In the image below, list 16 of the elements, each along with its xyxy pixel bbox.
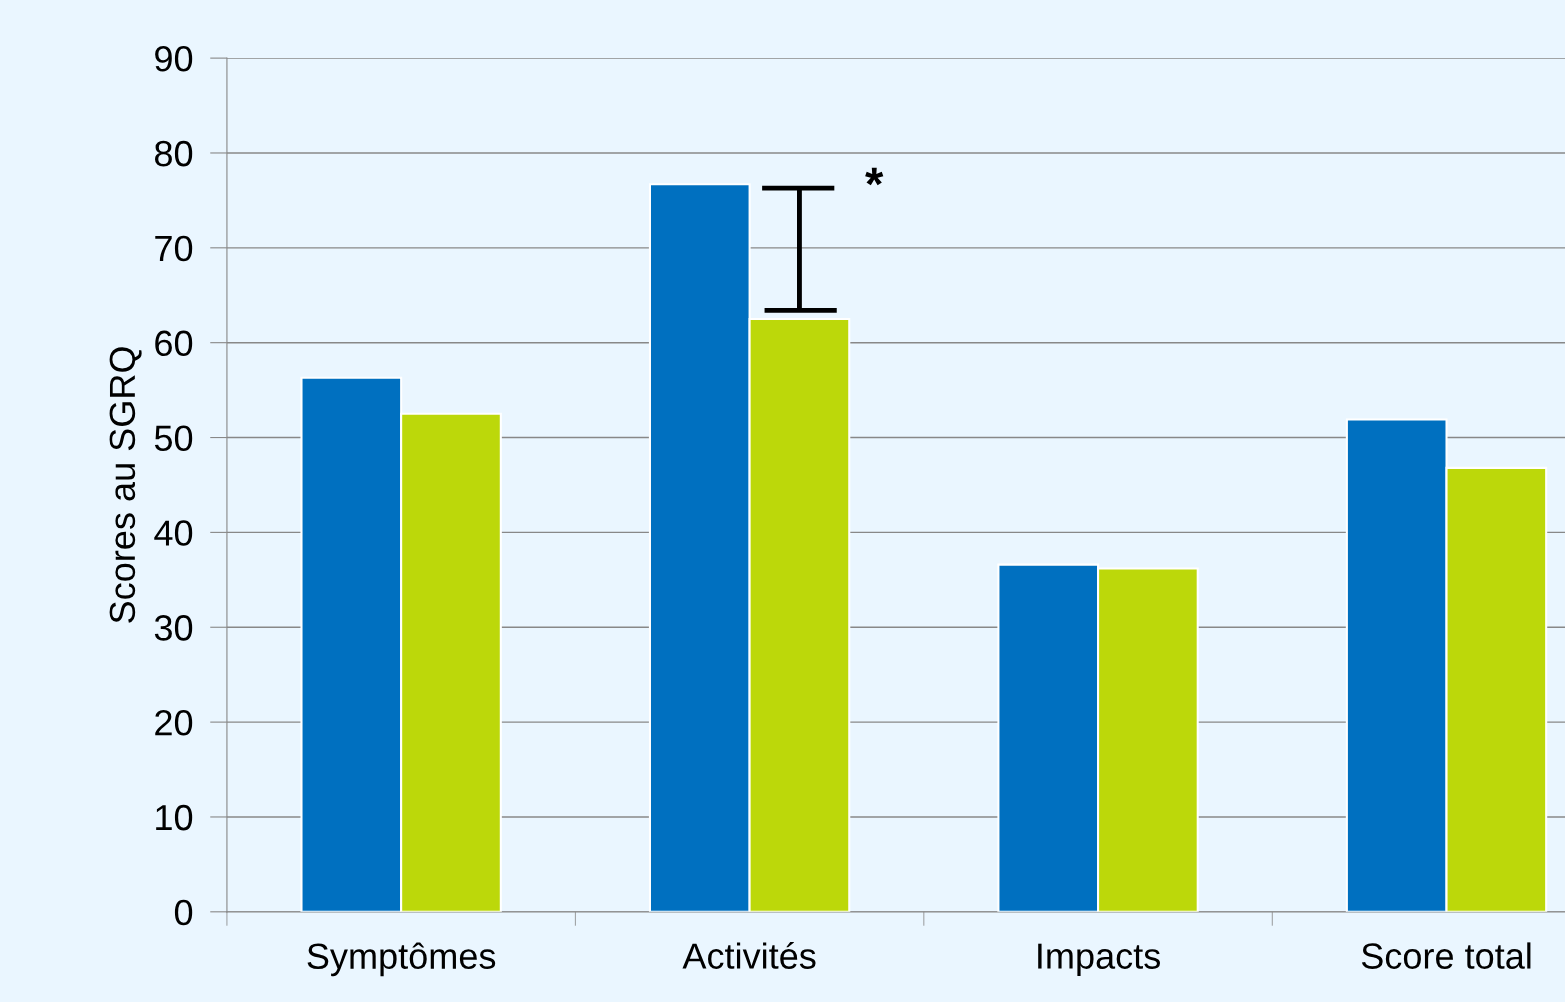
x-tick-label: Impacts xyxy=(1038,943,1160,977)
x-tick-label: Symptômes xyxy=(307,942,496,977)
y-tick-label: 30 xyxy=(154,615,193,641)
y-tick-label: 0 xyxy=(174,899,193,926)
y-tick-label: 90 xyxy=(155,45,193,72)
y-axis-title: Scores au SGRQ xyxy=(109,347,142,623)
y-tick-label: 40 xyxy=(154,520,193,546)
x-tick-label: Activités xyxy=(682,941,816,969)
y-tick-label: 80 xyxy=(155,140,193,167)
y-tick-label: 50 xyxy=(154,425,193,451)
y-tick-label: 70 xyxy=(155,235,193,262)
y-tick-label: 10 xyxy=(156,804,193,831)
annotation: * xyxy=(865,167,884,186)
y-tick-label: 60 xyxy=(155,330,193,357)
x-tick-label: Score total xyxy=(1361,942,1531,969)
y-tick-label: 20 xyxy=(155,709,193,736)
